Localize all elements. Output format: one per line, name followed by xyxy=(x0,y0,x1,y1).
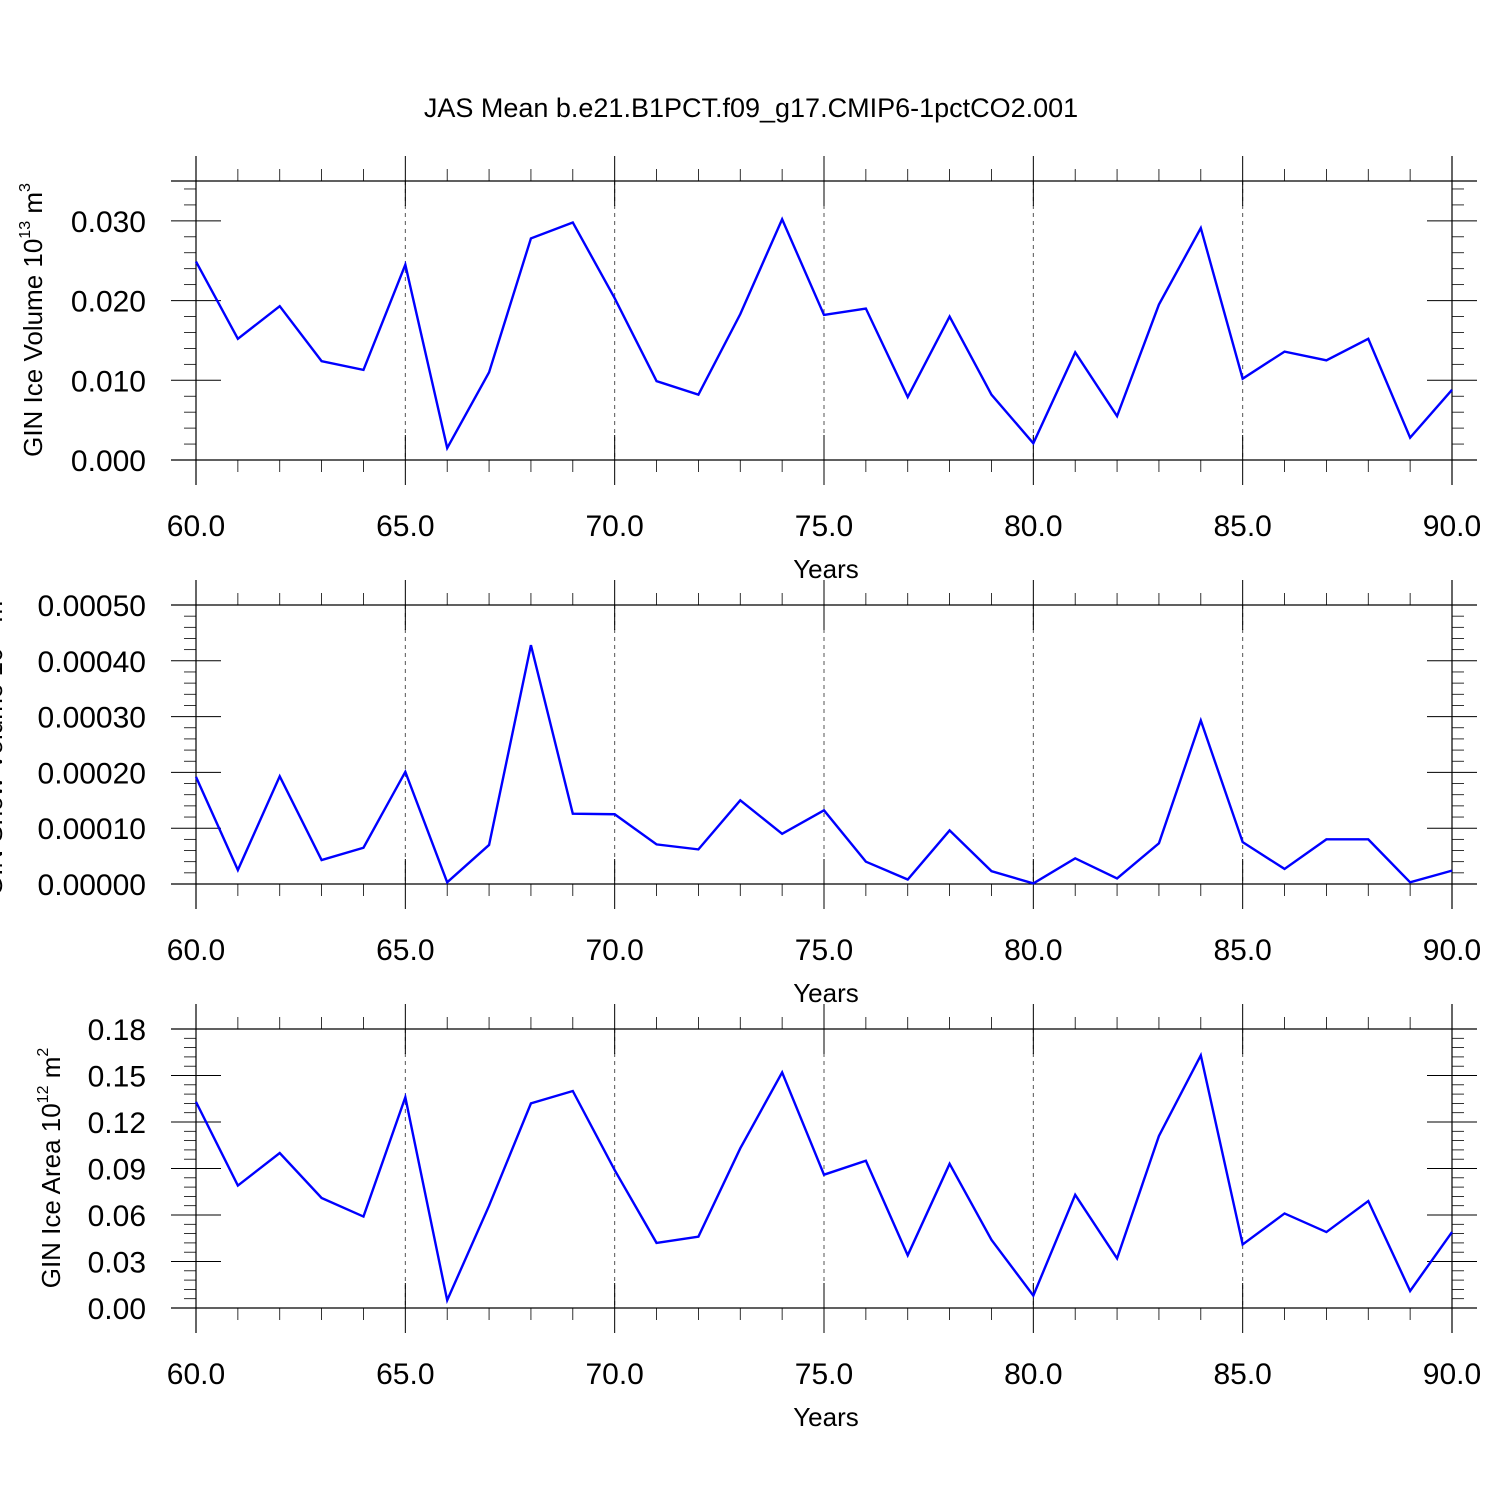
x-axis-title: Years xyxy=(793,978,859,1008)
y-tick-label: 0.00050 xyxy=(38,590,146,623)
y-axis-title-superscript: 12 xyxy=(35,1085,52,1103)
y-axis-title-part: m xyxy=(36,1057,66,1086)
y-axis-title-part: m xyxy=(18,192,48,221)
y-tick-label: 0.00010 xyxy=(38,813,146,846)
y-tick-label: 0.020 xyxy=(71,286,146,319)
x-tick-label: 80.0 xyxy=(1004,510,1062,543)
x-tick-label: 65.0 xyxy=(376,1358,434,1391)
y-tick-label: 0.09 xyxy=(88,1154,146,1187)
x-tick-label: 85.0 xyxy=(1213,934,1271,967)
data-series-line xyxy=(194,216,1453,452)
figure-title: JAS Mean b.e21.B1PCT.f09_g17.CMIP6-1pctC… xyxy=(424,93,1078,123)
x-tick-label: 85.0 xyxy=(1213,1358,1271,1391)
x-tick-label: 70.0 xyxy=(585,510,643,543)
x-tick-label: 90.0 xyxy=(1423,510,1481,543)
x-tick-label: 90.0 xyxy=(1423,934,1481,967)
x-axis-title: Years xyxy=(793,554,859,584)
y-axis-title-part: m xyxy=(0,601,8,630)
panel-2: 0.00000 0.00010 0.00020 0.00030 0.00040 0.000… xyxy=(0,580,1481,1008)
y-axis-title-superscript: 3 xyxy=(17,183,34,192)
y-axis-title-part: GIN Ice Volume 10 xyxy=(18,239,48,457)
y-tick-label: 0.00030 xyxy=(38,702,146,735)
y-axis-title-superscript: 2 xyxy=(35,1048,52,1057)
y-axis-title: GIN Snow Volume 1013 m3 xyxy=(0,592,8,896)
x-tick-label: 70.0 xyxy=(585,1358,643,1391)
x-tick-label: 60.0 xyxy=(167,934,225,967)
data-series-line xyxy=(194,644,1453,885)
y-axis-title: GIN Ice Volume 1013 m3 xyxy=(17,183,48,457)
y-tick-label: 0.00020 xyxy=(38,757,146,790)
x-tick-label: 60.0 xyxy=(167,510,225,543)
x-tick-label: 65.0 xyxy=(376,934,434,967)
y-tick-label: 0.18 xyxy=(88,1014,146,1047)
x-axis-title: Years xyxy=(793,1402,859,1432)
y-tick-label: 0.03 xyxy=(88,1247,146,1280)
y-axis-title: GIN Ice Area 1012 m2 xyxy=(35,1048,66,1289)
x-tick-label: 60.0 xyxy=(167,1358,225,1391)
y-tick-label: 0.00000 xyxy=(38,869,146,902)
y-tick-label: 0.010 xyxy=(71,365,146,398)
y-tick-label: 0.12 xyxy=(88,1107,146,1140)
y-tick-label: 0.030 xyxy=(71,206,146,239)
x-tick-label: 75.0 xyxy=(795,510,853,543)
panels: 0.000 0.010 0.020 0.030 60.0 65.0 70.0 75.0 80.0… xyxy=(0,156,1481,1432)
x-tick-label: 75.0 xyxy=(795,934,853,967)
y-tick-label: 0.00 xyxy=(88,1293,146,1326)
x-tick-label: 90.0 xyxy=(1423,1358,1481,1391)
y-tick-label: 0.000 xyxy=(71,445,146,478)
y-axis-title-superscript: 13 xyxy=(17,221,34,239)
y-tick-label: 0.15 xyxy=(88,1061,146,1094)
x-tick-label: 80.0 xyxy=(1004,1358,1062,1391)
x-tick-label: 85.0 xyxy=(1213,510,1271,543)
y-axis-title-part: GIN Snow Volume 10 xyxy=(0,648,8,897)
y-axis-title-part: GIN Ice Area 10 xyxy=(36,1103,66,1288)
y-tick-label: 0.00040 xyxy=(38,646,146,679)
x-tick-label: 80.0 xyxy=(1004,934,1062,967)
data-series-line xyxy=(194,1051,1453,1305)
panel-3: 0.00 0.03 0.06 0.09 0.12 0.15 0.18 60.0 65.0 70.0… xyxy=(35,1004,1481,1432)
x-tick-label: 70.0 xyxy=(585,934,643,967)
panel-1: 0.000 0.010 0.020 0.030 60.0 65.0 70.0 75.0 80.0… xyxy=(17,156,1481,584)
x-tick-label: 65.0 xyxy=(376,510,434,543)
y-tick-label: 0.06 xyxy=(88,1200,146,1233)
x-tick-label: 75.0 xyxy=(795,1358,853,1391)
